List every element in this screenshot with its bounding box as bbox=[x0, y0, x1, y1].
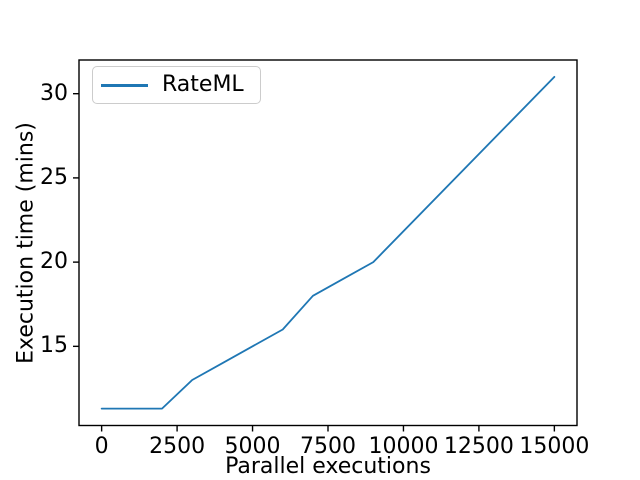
y-axis-title: Execution time (mins) bbox=[13, 122, 39, 364]
x-tick-label: 10000 bbox=[368, 433, 439, 459]
x-axis-title: Parallel executions bbox=[225, 454, 431, 479]
y-tick-label: 15 bbox=[40, 333, 68, 359]
y-tick-label: 30 bbox=[40, 80, 68, 106]
legend-label: RateML bbox=[162, 72, 244, 97]
x-tick-label: 15000 bbox=[519, 433, 590, 459]
x-tick-label: 5000 bbox=[224, 433, 281, 459]
x-tick-label: 12500 bbox=[443, 433, 514, 459]
series-line-rateml bbox=[100, 75, 556, 410]
y-tick-label: 25 bbox=[40, 164, 68, 190]
x-tick-label: 7500 bbox=[300, 433, 356, 459]
legend: RateML bbox=[92, 66, 261, 104]
y-tick-label: 20 bbox=[40, 249, 68, 275]
legend-line-sample bbox=[101, 83, 148, 87]
x-tick-label: 0 bbox=[94, 433, 109, 459]
axes-spines bbox=[78, 59, 578, 427]
x-tick-label: 2500 bbox=[149, 433, 206, 459]
